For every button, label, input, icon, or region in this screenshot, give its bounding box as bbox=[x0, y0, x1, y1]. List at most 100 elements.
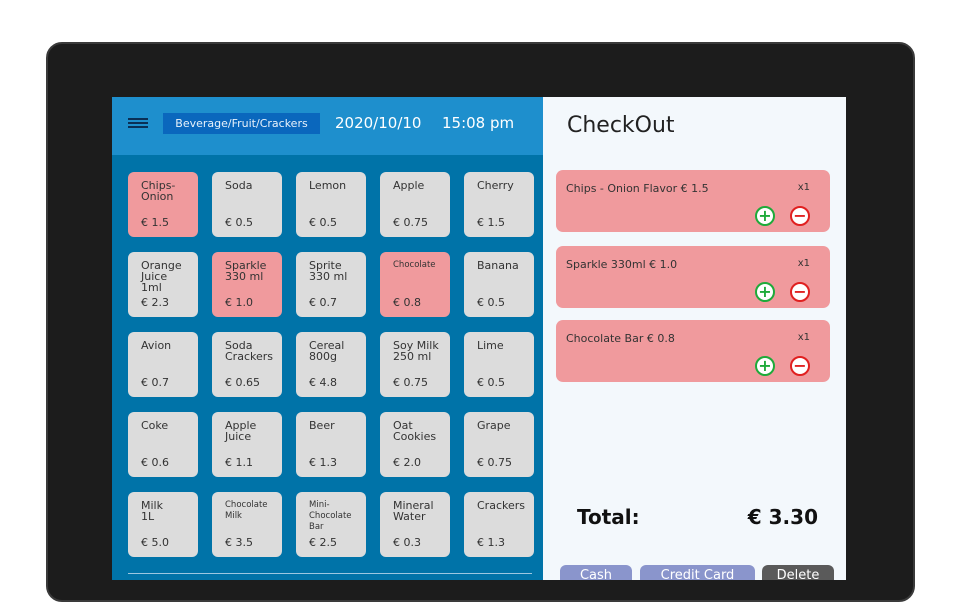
plus-icon[interactable]: + bbox=[755, 356, 775, 376]
product-panel: Beverage/Fruit/Crackers 2020/10/10 15:08… bbox=[112, 97, 543, 580]
plus-icon[interactable]: + bbox=[755, 206, 775, 226]
product-name: Oat Cookies bbox=[393, 419, 437, 443]
product-price: € 1.3 bbox=[477, 536, 505, 549]
product-price: € 2.5 bbox=[309, 536, 337, 549]
product-name: Apple bbox=[393, 179, 425, 192]
product-name: Mineral Water bbox=[393, 499, 434, 523]
pos-screen: Beverage/Fruit/Crackers 2020/10/10 15:08… bbox=[112, 97, 846, 580]
product-name: Lemon bbox=[309, 179, 347, 192]
product-price: € 0.65 bbox=[225, 376, 260, 389]
product-price: € 0.75 bbox=[477, 456, 512, 469]
product-name: Soda bbox=[225, 179, 253, 192]
product-name: Soy Milk 250 ml bbox=[393, 339, 439, 363]
cart-item-qty: x1 bbox=[797, 182, 810, 193]
product-name: Orange Juice 1ml bbox=[141, 259, 182, 294]
total-label: Total: bbox=[577, 505, 640, 529]
product-tile[interactable]: Avion € 0.7 bbox=[128, 332, 198, 397]
product-tile[interactable]: Soda Crackers € 0.65 bbox=[212, 332, 282, 397]
product-name: Beer bbox=[309, 419, 335, 432]
product-price: € 0.5 bbox=[309, 216, 337, 229]
product-tile[interactable]: Beer € 1.3 bbox=[296, 412, 366, 477]
product-tile[interactable]: Soy Milk 250 ml € 0.75 bbox=[380, 332, 450, 397]
product-price: € 1.5 bbox=[477, 216, 505, 229]
product-tile[interactable]: Coke € 0.6 bbox=[128, 412, 198, 477]
product-price: € 2.3 bbox=[141, 296, 169, 309]
delete-button[interactable]: Delete bbox=[762, 565, 834, 580]
product-price: € 0.3 bbox=[393, 536, 421, 549]
product-price: € 2.0 bbox=[393, 456, 421, 469]
header-bar: Beverage/Fruit/Crackers 2020/10/10 15:08… bbox=[112, 97, 543, 155]
hamburger-menu-icon[interactable] bbox=[128, 118, 148, 128]
product-price: € 4.8 bbox=[309, 376, 337, 389]
product-tile[interactable]: Lime € 0.5 bbox=[464, 332, 534, 397]
product-tile[interactable]: Grape € 0.75 bbox=[464, 412, 534, 477]
product-price: € 1.0 bbox=[225, 296, 253, 309]
product-name: Banana bbox=[477, 259, 519, 272]
minus-icon[interactable]: − bbox=[790, 206, 810, 226]
product-tile[interactable]: Sparkle 330 ml € 1.0 bbox=[212, 252, 282, 317]
product-name: Cereal 800g bbox=[309, 339, 345, 363]
product-grid: Chips- Onion € 1.5 Soda € 0.5 Lemon € 0.5 Appl… bbox=[128, 172, 534, 557]
product-price: € 1.1 bbox=[225, 456, 253, 469]
product-tile[interactable]: Mineral Water € 0.3 bbox=[380, 492, 450, 557]
product-tile[interactable]: Apple € 0.75 bbox=[380, 172, 450, 237]
cart-item: Chocolate Bar € 0.8 x1 + − bbox=[556, 320, 830, 382]
product-tile[interactable]: Mini- Chocolate Bar € 2.5 bbox=[296, 492, 366, 557]
product-name: Crackers bbox=[477, 499, 525, 512]
product-name: Lime bbox=[477, 339, 504, 352]
product-name: Milk 1L bbox=[141, 499, 163, 523]
cart-item: Sparkle 330ml € 1.0 x1 + − bbox=[556, 246, 830, 308]
product-tile[interactable]: Crackers € 1.3 bbox=[464, 492, 534, 557]
product-name: Chips- Onion bbox=[141, 179, 176, 203]
product-tile[interactable]: Oat Cookies € 2.0 bbox=[380, 412, 450, 477]
product-tile[interactable]: Lemon € 0.5 bbox=[296, 172, 366, 237]
product-price: € 1.5 bbox=[141, 216, 169, 229]
product-name: Sparkle 330 ml bbox=[225, 259, 267, 283]
cart-item-qty: x1 bbox=[797, 332, 810, 343]
product-price: € 0.75 bbox=[393, 216, 428, 229]
product-tile[interactable]: Milk 1L € 5.0 bbox=[128, 492, 198, 557]
product-tile[interactable]: Cherry € 1.5 bbox=[464, 172, 534, 237]
product-price: € 3.5 bbox=[225, 536, 253, 549]
checkout-title: CheckOut bbox=[567, 113, 675, 138]
product-tile[interactable]: Chocolate Milk € 3.5 bbox=[212, 492, 282, 557]
product-name: Chocolate Milk bbox=[225, 500, 268, 521]
product-price: € 0.7 bbox=[309, 296, 337, 309]
product-price: € 0.6 bbox=[141, 456, 169, 469]
total-value: € 3.30 bbox=[747, 505, 818, 529]
plus-icon[interactable]: + bbox=[755, 282, 775, 302]
product-name: Cherry bbox=[477, 179, 514, 192]
product-tile[interactable]: Orange Juice 1ml € 2.3 bbox=[128, 252, 198, 317]
product-tile[interactable]: Apple Juice € 1.1 bbox=[212, 412, 282, 477]
product-name: Sprite 330 ml bbox=[309, 259, 348, 283]
product-price: € 0.5 bbox=[225, 216, 253, 229]
product-tile[interactable]: Soda € 0.5 bbox=[212, 172, 282, 237]
credit-card-button[interactable]: Credit Card bbox=[640, 565, 755, 580]
cash-button[interactable]: Cash bbox=[560, 565, 632, 580]
product-tile[interactable]: Banana € 0.5 bbox=[464, 252, 534, 317]
category-selector[interactable]: Beverage/Fruit/Crackers bbox=[163, 113, 320, 134]
product-tile[interactable]: Cereal 800g € 4.8 bbox=[296, 332, 366, 397]
product-price: € 5.0 bbox=[141, 536, 169, 549]
cart-item-label: Chips - Onion Flavor € 1.5 bbox=[566, 182, 709, 195]
product-name: Mini- Chocolate Bar bbox=[309, 500, 352, 532]
cart-item-label: Sparkle 330ml € 1.0 bbox=[566, 258, 678, 271]
product-name: Chocolate bbox=[393, 260, 436, 270]
product-price: € 0.5 bbox=[477, 296, 505, 309]
cart-item-qty: x1 bbox=[797, 258, 810, 269]
product-price: € 0.7 bbox=[141, 376, 169, 389]
product-price: € 0.5 bbox=[477, 376, 505, 389]
cart-item-label: Chocolate Bar € 0.8 bbox=[566, 332, 675, 345]
checkout-panel: CheckOut Chips - Onion Flavor € 1.5 x1 + − S… bbox=[543, 97, 846, 580]
minus-icon[interactable]: − bbox=[790, 356, 810, 376]
minus-icon[interactable]: − bbox=[790, 282, 810, 302]
product-price: € 0.8 bbox=[393, 296, 421, 309]
product-tile[interactable]: Chocolate € 0.8 bbox=[380, 252, 450, 317]
product-tile[interactable]: Chips- Onion € 1.5 bbox=[128, 172, 198, 237]
product-name: Grape bbox=[477, 419, 511, 432]
product-tile[interactable]: Sprite 330 ml € 0.7 bbox=[296, 252, 366, 317]
product-name: Avion bbox=[141, 339, 172, 352]
product-name: Coke bbox=[141, 419, 169, 432]
date-display: 2020/10/10 bbox=[335, 114, 422, 132]
product-price: € 1.3 bbox=[309, 456, 337, 469]
